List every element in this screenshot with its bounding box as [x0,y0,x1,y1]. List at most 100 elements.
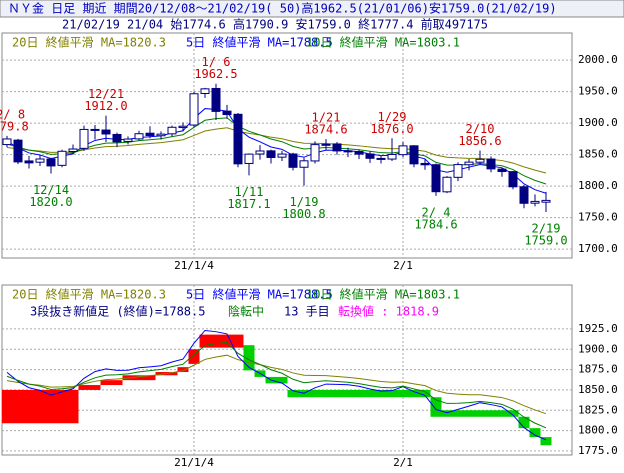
low-date: 12/14 [33,183,69,197]
candle-body [13,139,23,163]
fall-brick [287,389,299,398]
candle-body [244,153,254,164]
rise-brick [199,334,211,348]
fall-brick [309,389,321,398]
candle-body [46,158,56,167]
candle-body [431,164,441,193]
fall-brick [474,410,486,417]
fall-brick [496,410,508,417]
candle-body [79,128,89,149]
high-label: 1912.0 [84,99,127,113]
legend-entry: 10日 終値平滑 MA=1803.1 [306,287,460,302]
candle-body [24,160,34,164]
fall-brick [419,389,431,398]
candle-body [35,158,45,163]
candle-body [288,153,298,168]
y-tick-label: 1825.0 [578,403,618,416]
x-tick-label: 21/1/4 [174,259,214,272]
high-label: 1856.6 [458,134,501,148]
candle-body [156,133,166,137]
fall-brick [507,410,519,417]
y-tick-label: 1950.0 [578,85,618,98]
fall-brick [430,397,442,417]
rise-brick [166,372,178,376]
high-date: 1/ 6 [202,55,231,69]
candle-body [134,133,144,140]
y-tick-label: 1875.0 [578,363,618,376]
y-tick-label: 1775.0 [578,444,618,457]
candle-body [409,145,419,165]
rise-brick [221,334,233,348]
candle-body [420,162,430,166]
fall-brick [441,410,453,417]
candle-body [222,110,232,116]
candle-body [255,150,265,155]
y-tick-label: 1800.0 [578,179,618,192]
x-tick-label: 2/1 [393,456,413,469]
line-break-info: 3段抜き新値足 (終値)=1788.5 [30,304,205,319]
candle-body [376,157,386,160]
high-date: 12/ 8 [0,107,25,121]
fall-brick [276,376,288,384]
y-tick-label: 1925.0 [578,322,618,335]
candle-body [189,93,199,126]
fall-brick [408,389,420,398]
candle-body [354,150,364,155]
header-title: ＮＹ金 日足 期近 期間20/12/08～21/02/19( 50)高1962.… [8,1,557,16]
axes: 2000.0 1950.0 1900.0 1850.0 1800.0 1750.0 1700… [0,35,618,470]
high-label: 1962.5 [194,67,237,81]
x-tick-label: 21/1/4 [174,456,214,469]
candle-body [321,143,331,146]
top-plot [2,33,572,258]
high-date: 1/21 [312,111,341,125]
candle-body [90,128,100,131]
rise-brick [144,375,156,381]
candle-body [497,168,507,173]
candle-body [365,153,375,159]
legend-entry: 20日 終値平滑 MA=1820.3 [12,287,166,302]
y-tick-label: 1850.0 [578,383,618,396]
y-tick-label: 1700.0 [578,242,618,255]
header-bar [0,0,624,18]
candle-body [475,158,485,163]
line-break-info: 転換値 : 1818.9 [338,304,439,319]
rise-brick [12,389,24,424]
high-date: 2/10 [466,122,495,136]
rise-brick [210,334,222,348]
rise-brick [34,389,46,424]
y-tick-label: 1750.0 [578,211,618,224]
low-date: 1/19 [290,195,319,209]
top-panel [1,32,573,259]
rise-brick [111,380,123,386]
candle-body [453,164,463,178]
candle-body [387,153,397,160]
low-label: 1784.6 [414,217,457,231]
rise-brick [23,389,35,424]
fall-brick [320,389,332,398]
high-label: 1874.6 [304,123,347,137]
rise-brick [177,367,189,373]
fall-brick [529,428,541,438]
candle-body [486,158,496,170]
low-label: 1759.0 [524,233,567,247]
candle-body [211,87,221,112]
low-label: 1800.8 [282,207,325,221]
fall-brick [331,389,343,398]
low-date: 1/11 [235,185,264,199]
candle-body [145,132,155,136]
candle-body [541,199,551,203]
legend-entry: 5日 終値平滑 MA=1788.5 [186,35,333,50]
ma-line [6,127,547,174]
x-tick-label: 2/1 [393,259,413,272]
candle-body [343,150,353,153]
ma-line [6,354,547,415]
candle-body [266,150,276,158]
rise-brick [89,385,101,390]
candle-body [101,129,111,135]
low-date: 2/ 4 [422,205,451,219]
candle-body [530,200,540,204]
rise-brick [232,334,244,348]
candle-body [2,138,12,146]
fall-brick [463,410,475,417]
